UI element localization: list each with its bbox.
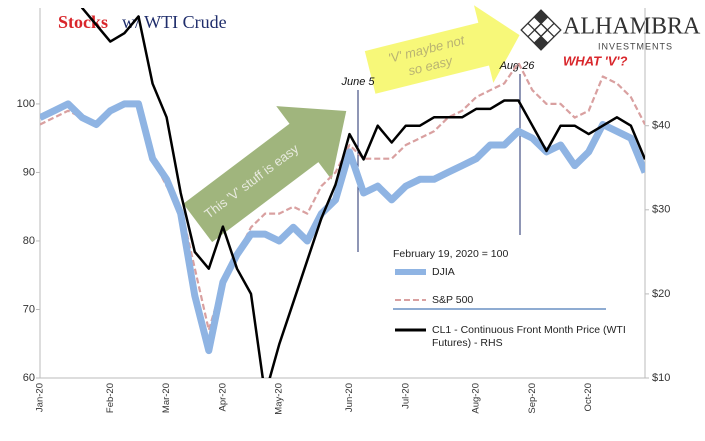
y2-tick-label: $10 [652, 372, 670, 384]
y2-tick-label: $20 [652, 288, 670, 300]
annotation: WHAT 'V'? [563, 53, 627, 68]
logo-text: ALHAMBRA [563, 14, 701, 40]
x-tick-label: Oct-20 [583, 383, 594, 412]
yellow-arrow: 'V' maybe not so easy [364, 5, 520, 94]
y2-tick-label: $30 [652, 204, 670, 216]
legend-label: DJIA [432, 266, 455, 278]
y2-tick-label: $40 [652, 120, 670, 132]
annotation: June 5 [340, 76, 375, 88]
x-tick-label: Sep-20 [527, 383, 538, 414]
logo-icon [520, 9, 562, 51]
y-tick-label: 100 [17, 98, 35, 110]
chart-title: w/ WTI Crude [122, 12, 227, 32]
y-tick-label: 60 [23, 372, 35, 384]
x-tick-label: Jul-20 [400, 383, 411, 409]
series-line [40, 100, 645, 355]
y-tick-label: 70 [23, 303, 35, 315]
x-tick-label: Jun-20 [344, 383, 355, 412]
x-tick-label: Jan-20 [35, 383, 46, 412]
legend-label: S&P 500 [432, 294, 474, 306]
series-line [80, 8, 645, 378]
x-tick-label: May-20 [274, 383, 285, 415]
x-tick-label: Aug-20 [471, 383, 482, 414]
chart-title: Stocks [58, 12, 108, 32]
legend-label: CL1 - Continuous Front Month Price (WTI … [432, 324, 626, 349]
x-tick-label: Mar-20 [161, 383, 172, 413]
legend [395, 269, 426, 332]
y-tick-label: 80 [23, 235, 35, 247]
legend-title: February 19, 2020 = 100 [393, 248, 509, 260]
plot-area [40, 8, 645, 378]
y-tick-label: 90 [23, 166, 35, 178]
logo-subtext: INVESTMENTS [598, 41, 673, 51]
x-tick-label: Apr-20 [217, 383, 228, 412]
x-tick-label: Feb-20 [105, 383, 116, 413]
